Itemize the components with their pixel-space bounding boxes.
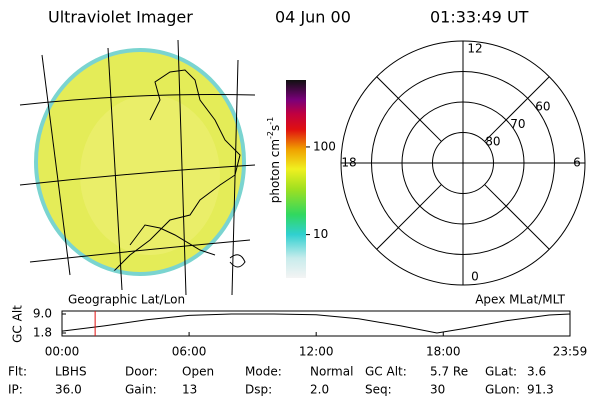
info-label: GLon:: [485, 383, 520, 397]
info-label: Door:: [125, 365, 158, 379]
x-tick-label: 18:00: [426, 345, 461, 359]
date: 04 Jun 00: [275, 8, 351, 27]
polar-spoke: [484, 76, 550, 142]
polar-mlt-label: 18: [341, 156, 356, 170]
earth-image: [19, 39, 256, 296]
polar-ring: [401, 101, 525, 225]
info-label: Mode:: [245, 365, 282, 379]
colorbar: [286, 80, 306, 278]
colorbar-label-exp: -2: [266, 131, 275, 139]
polar-lat-label: 80: [485, 135, 500, 149]
polar-spoke: [376, 76, 442, 142]
info-value: 3.6: [527, 365, 546, 379]
polar-spoke: [376, 184, 442, 250]
polar-spoke: [484, 184, 550, 250]
colorbar-label-text: s: [268, 125, 282, 131]
info-label: Flt:: [8, 365, 27, 379]
colorbar-label-text: photon cm: [268, 139, 282, 203]
polar-ring: [371, 71, 555, 255]
x-tick-label: 23:59: [553, 345, 588, 359]
orbit-ylabel: GC Alt: [11, 305, 25, 343]
orbit-left-title: Geographic Lat/Lon: [68, 293, 185, 307]
polar-lat-label: 60: [535, 100, 550, 114]
info-value: 2.0: [310, 383, 329, 397]
info-label: GLat:: [485, 365, 517, 379]
colorbar-label: photon cm-2s-1: [266, 117, 282, 204]
x-tick-label: 06:00: [172, 345, 207, 359]
orbit-line: [61, 313, 571, 334]
colorbar-tick-label: 10: [313, 227, 328, 241]
info-value: 30: [430, 383, 445, 397]
orbit-right-title: Apex MLat/MLT: [475, 293, 565, 307]
polar-mlt-label: 6: [573, 156, 581, 170]
info-label: Gain:: [125, 383, 157, 397]
info-label: Seq:: [365, 383, 392, 397]
info-label: Dsp:: [245, 383, 272, 397]
info-value: 91.3: [527, 383, 554, 397]
polar-ring: [432, 132, 494, 194]
polar-mlt-label: 12: [467, 42, 482, 56]
colorbar-label-exp: -1: [266, 117, 275, 125]
info-label: GC Alt:: [365, 365, 407, 379]
polar-mlt-label: 0: [471, 270, 479, 284]
polar-lat-label: 70: [510, 117, 525, 131]
info-value: LBHS: [55, 365, 87, 379]
info-value: 36.0: [55, 383, 82, 397]
info-value: 13: [182, 383, 197, 397]
colorbar-tick-label: 100: [313, 139, 336, 153]
info-value: Open: [182, 365, 214, 379]
info-value: 5.7 Re: [430, 365, 468, 379]
y-tick-label: 9.0: [33, 307, 52, 321]
x-tick-label: 00:00: [45, 345, 80, 359]
title: Ultraviolet Imager: [48, 8, 193, 27]
time: 01:33:49 UT: [430, 8, 529, 27]
info-label: IP:: [8, 383, 23, 397]
y-tick-label: 1.8: [33, 326, 52, 340]
x-tick-label: 12:00: [299, 345, 334, 359]
info-value: Normal: [310, 365, 353, 379]
